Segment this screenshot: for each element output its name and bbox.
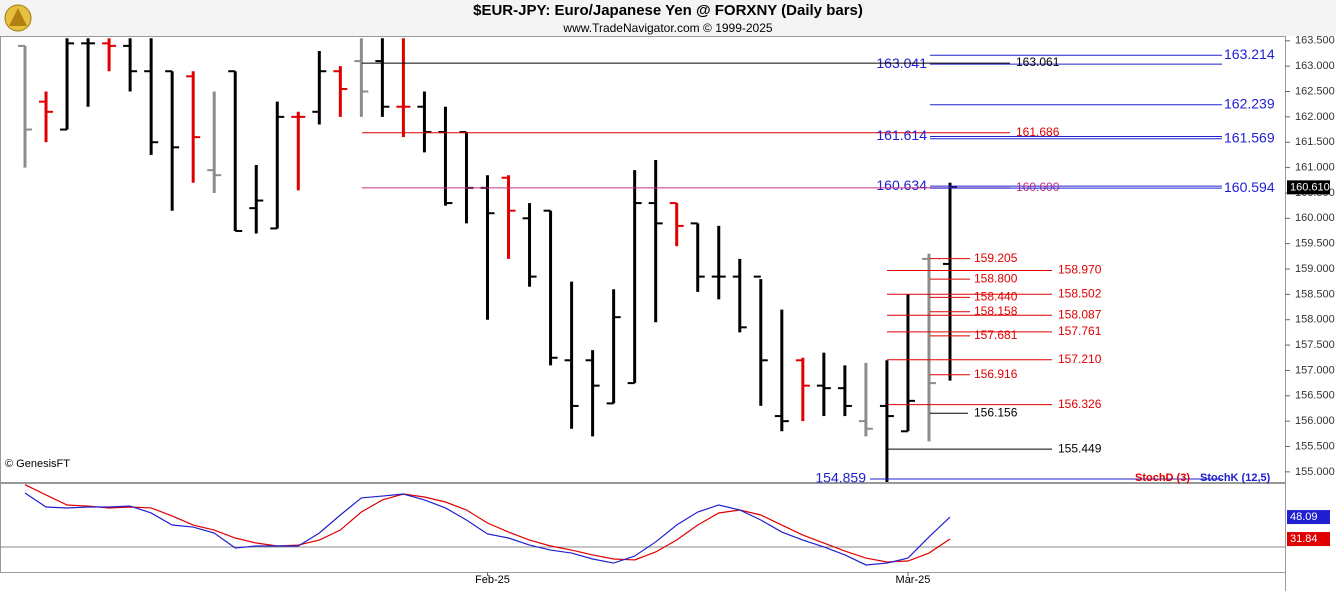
level-label: 161.686: [1016, 125, 1060, 139]
legend-label: StochD (3): [1135, 472, 1190, 484]
y-tick-label: 158.000: [1295, 314, 1335, 326]
y-tick-label: 155.000: [1295, 466, 1335, 478]
credit: © GenesisFT: [5, 458, 70, 470]
y-tick-label: 163.500: [1295, 35, 1335, 47]
level-label: 158.502: [1058, 286, 1102, 300]
y-tick-label: 160.000: [1295, 212, 1335, 224]
level-label: 156.156: [974, 405, 1018, 419]
y-tick-label: 156.500: [1295, 390, 1335, 402]
level-label: 160.634: [876, 177, 927, 193]
plot: [18, 38, 957, 482]
y-tick-label: 157.000: [1295, 364, 1335, 376]
logo: [4, 4, 32, 32]
y-tick-label: 161.500: [1295, 136, 1335, 148]
y-tick-label: 157.500: [1295, 339, 1335, 351]
value-label: 48.09: [1290, 511, 1318, 523]
y-tick-label: 159.000: [1295, 263, 1335, 275]
level-label: 161.614: [876, 127, 927, 143]
header: [0, 0, 1336, 36]
y-tick-label: 158.500: [1295, 288, 1335, 300]
y-tick-label: 156.000: [1295, 415, 1335, 427]
y-tick-label: 163.000: [1295, 60, 1335, 72]
level-label: 159.205: [974, 251, 1018, 265]
legend-label: StochK (12,5): [1200, 472, 1271, 484]
value-box: [1287, 532, 1330, 547]
subtitle: www.TradeNavigator.com © 1999-2025: [562, 21, 772, 35]
value-box: [1287, 510, 1330, 525]
level-label: 155.449: [1058, 441, 1102, 455]
level-label: 157.210: [1058, 352, 1102, 366]
y-tick-label: 159.500: [1295, 238, 1335, 250]
y-tick-label: 162.000: [1295, 111, 1335, 123]
last-price-label: 160.610: [1290, 181, 1330, 193]
y-tick-label: 161.000: [1295, 161, 1335, 173]
level-label: 156.916: [974, 367, 1018, 381]
level-label: 157.681: [974, 328, 1018, 342]
value-label: 31.84: [1290, 533, 1318, 545]
chart-title: $EUR-JPY: Euro/Japanese Yen @ FORXNY (Da…: [473, 2, 863, 19]
level-label: 161.569: [1224, 129, 1275, 145]
x-tick-label: Feb-25: [475, 574, 510, 586]
level-label: 160.600: [1016, 180, 1060, 194]
level-label: 162.239: [1224, 95, 1275, 111]
stoch-line: [24, 484, 951, 563]
level-label: 158.970: [1058, 263, 1102, 277]
y-tick-label: 162.500: [1295, 85, 1335, 97]
level-label: 158.800: [974, 271, 1018, 285]
level-label: 154.859: [815, 470, 866, 486]
level-label: 158.158: [974, 304, 1018, 318]
level-label: 157.761: [1058, 324, 1102, 338]
level-label: 160.594: [1224, 179, 1275, 195]
level-label: 163.214: [1224, 46, 1275, 62]
x-tick-label: Mar-25: [896, 574, 931, 586]
level-label: 158.440: [974, 290, 1018, 304]
level-label: 156.326: [1058, 397, 1102, 411]
last-price-box: [1287, 180, 1330, 195]
stoch-line: [24, 492, 951, 566]
level-label: 163.061: [1016, 55, 1060, 69]
y-tick-label: 155.500: [1295, 440, 1335, 452]
level-label: 158.087: [1058, 307, 1102, 321]
